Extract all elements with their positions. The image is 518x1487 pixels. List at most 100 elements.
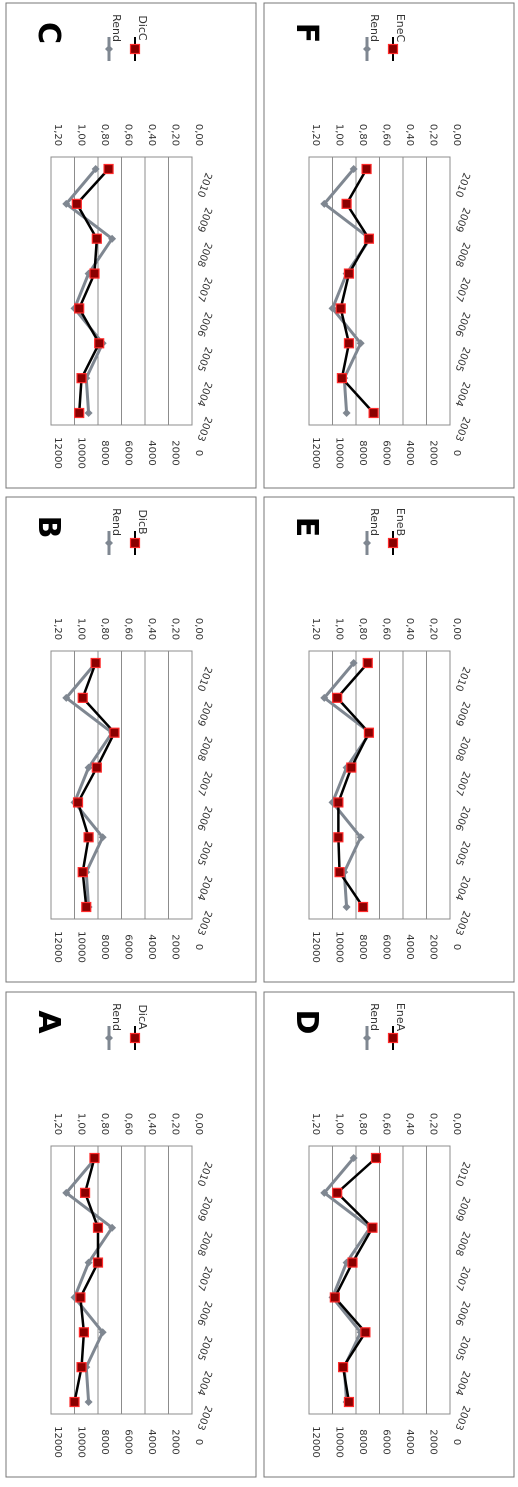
legend-label: DicC — [136, 15, 149, 41]
data-point-eneb — [363, 727, 375, 738]
legend: Rend DicA — [105, 1003, 149, 1050]
data-point-rend — [98, 1328, 107, 1337]
data-point-eneb — [333, 797, 344, 808]
legend-label: DicB — [136, 509, 149, 534]
panel-border — [263, 991, 515, 1478]
y-right-tick-label: 0,80 — [357, 618, 368, 640]
chart-panel-f: 0 2000 4000 6000 8000 10000 12000 0,00 0,20 0,40 0… — [263, 2, 515, 489]
panel-letter: A — [31, 1010, 66, 1034]
y-right-tick-label: 0,00 — [451, 124, 462, 146]
legend: Rend DicB — [105, 508, 149, 555]
legend: Rend EneA — [363, 1003, 407, 1050]
plot-area — [308, 156, 451, 426]
legend-marker — [105, 539, 113, 547]
data-point-enec — [341, 198, 352, 209]
y-right-tick-label: 0,40 — [404, 124, 415, 146]
y-left-tick-label: 6000 — [381, 934, 392, 959]
data-point-enec — [368, 407, 379, 419]
y-left-tick-label: 4000 — [146, 934, 157, 959]
y-left-tick-label: 8000 — [357, 1429, 368, 1454]
data-point-enec — [335, 303, 346, 314]
legend-marker — [363, 45, 371, 53]
chart-panel-e: 0 2000 4000 6000 8000 10000 12000 0,00 0,20 0,40 0… — [263, 496, 515, 983]
legend-label: Rend — [368, 1003, 381, 1031]
data-point-dica — [92, 1257, 104, 1268]
y-right-tick-label: 0,40 — [146, 1113, 157, 1135]
data-point-dicb — [77, 867, 88, 878]
data-point-dicc — [91, 233, 102, 244]
legend: Rend DicC — [105, 14, 149, 61]
data-point-dicc — [71, 198, 82, 209]
data-point-dica — [76, 1362, 87, 1373]
data-point-dicb — [81, 901, 92, 913]
y-right-tick-label: 0,20 — [428, 124, 439, 146]
y-left-tick-label: 2000 — [428, 934, 439, 959]
y-left-tick-label: 8000 — [99, 440, 110, 465]
y-right-tick-label: 1,20 — [52, 124, 63, 146]
y-left-tick-label: 6000 — [381, 1429, 392, 1454]
y-right-tick-label: 1,20 — [310, 1113, 321, 1135]
y-left-tick-label: 8000 — [99, 1429, 110, 1454]
data-point-rend — [342, 409, 351, 417]
y-right-tick-label: 1,20 — [52, 618, 63, 640]
y-right-tick-label: 0,40 — [146, 618, 157, 640]
y-right-tick-label: 1,00 — [334, 124, 345, 146]
y-right-tick-label: 0,80 — [99, 1113, 110, 1135]
data-point-dicc — [94, 338, 105, 349]
y-left-tick-label: 6000 — [123, 440, 134, 465]
y-left-tick-label: 0 — [193, 1439, 204, 1445]
legend-marker — [129, 537, 141, 549]
y-left-tick-label: 8000 — [357, 934, 368, 959]
y-right-tick-label: 0,00 — [193, 124, 204, 146]
data-point-rend — [356, 833, 365, 842]
y-left-tick-label: 4000 — [404, 440, 415, 465]
y-right-tick-label: 0,60 — [381, 1113, 392, 1135]
panel-letter: E — [289, 517, 324, 538]
data-point-dicb — [91, 762, 102, 773]
y-right-tick-label: 1,20 — [310, 618, 321, 640]
data-point-enea — [367, 1222, 378, 1233]
data-point-eneb — [357, 901, 369, 913]
y-right-tick-label: 1,20 — [52, 1113, 63, 1135]
y-right-tick-label: 1,00 — [334, 618, 345, 640]
data-point-enea — [370, 1152, 382, 1164]
y-left-tick-label: 10000 — [76, 437, 87, 469]
legend-marker — [129, 1032, 141, 1044]
y-left-tick-label: 12000 — [52, 931, 63, 963]
data-point-dicb — [90, 657, 101, 669]
y-right-tick-label: 0,60 — [123, 618, 134, 640]
y-right-tick-label: 0,40 — [404, 618, 415, 640]
data-point-rend — [349, 165, 358, 173]
series-line-rend — [64, 1157, 114, 1403]
chart-panel-c: 0 2000 4000 6000 8000 10000 12000 0,00 0,20 0,40 0… — [5, 2, 257, 489]
data-point-rend — [320, 199, 329, 208]
data-point-rend — [342, 903, 351, 911]
y-right-tick-label: 0,20 — [170, 1113, 181, 1135]
data-point-rend — [320, 1188, 329, 1197]
data-point-enec — [343, 268, 355, 279]
data-point-eneb — [332, 692, 343, 703]
data-point-rend — [349, 1154, 358, 1162]
panel-letter: C — [31, 22, 66, 44]
y-right-tick-label: 1,20 — [310, 124, 321, 146]
data-point-enec — [336, 373, 348, 384]
data-point-rend — [108, 234, 117, 243]
data-point-dicc — [74, 303, 85, 314]
y-right-tick-label: 1,00 — [76, 1113, 87, 1135]
y-left-tick-label: 2000 — [170, 934, 181, 959]
data-point-enea — [343, 1396, 355, 1408]
panel-border — [5, 2, 257, 489]
data-point-enea — [347, 1257, 358, 1268]
y-left-tick-label: 8000 — [99, 934, 110, 959]
data-point-enea — [332, 1187, 343, 1198]
plot-area — [50, 1145, 193, 1415]
y-right-tick-label: 0,00 — [193, 1113, 204, 1135]
legend-marker — [105, 1034, 113, 1042]
legend: Rend EneC — [363, 14, 407, 61]
data-point-rend — [349, 659, 358, 667]
panel-border — [263, 496, 515, 983]
data-point-dica — [69, 1396, 80, 1408]
data-point-dica — [92, 1222, 104, 1233]
y-right-tick-label: 0,80 — [99, 124, 110, 146]
y-left-tick-label: 0 — [451, 1439, 462, 1445]
